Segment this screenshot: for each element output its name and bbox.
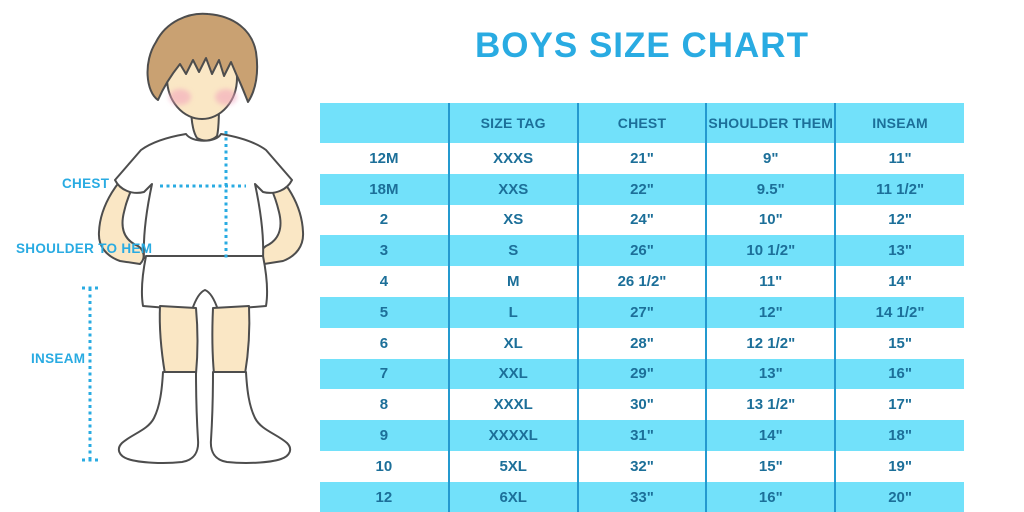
- left-sock-shape: [117, 371, 200, 464]
- cell-shoulder: 11": [705, 266, 836, 297]
- cell-size-tag: XXL: [447, 358, 578, 390]
- cell-size: 7: [320, 358, 449, 390]
- cell-inseam: 18": [834, 420, 964, 451]
- right-cheek: [215, 89, 237, 105]
- column-header-inseam: INSEAM: [834, 103, 964, 143]
- cell-size-tag: XXXXL: [447, 420, 578, 451]
- cell-inseam: 19": [834, 450, 964, 482]
- cell-size: 4: [320, 266, 449, 297]
- cell-inseam: 14": [834, 266, 964, 297]
- chest-label: CHEST: [62, 176, 110, 191]
- table-row: 3 S 26" 10 1/2" 13": [320, 235, 964, 267]
- cell-shoulder: 15": [705, 450, 836, 482]
- cell-chest: 32": [576, 450, 707, 482]
- cell-shoulder: 13 1/2": [705, 389, 836, 421]
- cell-chest: 26": [576, 235, 707, 267]
- cell-shoulder: 9": [705, 143, 836, 174]
- table-row: 9 XXXXL 31" 14" 18": [320, 420, 964, 451]
- cell-shoulder: 12": [705, 296, 836, 328]
- cell-size: 9: [320, 420, 449, 451]
- cell-shoulder: 10": [705, 204, 836, 236]
- table-row: 4 M 26 1/2" 11" 14": [320, 266, 964, 297]
- column-header-chest: CHEST: [576, 103, 707, 143]
- left-cheek: [169, 89, 191, 105]
- cell-shoulder: 9.5": [705, 173, 836, 205]
- cell-inseam: 16": [834, 358, 964, 390]
- cell-size: 12: [320, 481, 449, 512]
- table-row: 2 XS 24" 10" 12": [320, 204, 964, 236]
- cell-chest: 33": [576, 481, 707, 512]
- column-header-size: [320, 103, 449, 143]
- cell-size: 6: [320, 327, 449, 359]
- table-row: 6 XL 28" 12 1/2" 15": [320, 327, 964, 359]
- page-title: BOYS SIZE CHART: [475, 26, 809, 65]
- cell-chest: 22": [576, 173, 707, 205]
- cell-inseam: 11 1/2": [834, 173, 964, 205]
- left-leg-shape: [158, 305, 199, 375]
- hair-shape: [146, 12, 259, 103]
- cell-size-tag: XXXL: [447, 389, 578, 421]
- cell-inseam: 20": [834, 481, 964, 512]
- cell-inseam: 17": [834, 389, 964, 421]
- right-sock-shape: [209, 371, 292, 464]
- cell-size-tag: M: [447, 266, 578, 297]
- table-row: 7 XXL 29" 13" 16": [320, 358, 964, 390]
- cell-shoulder: 14": [705, 420, 836, 451]
- table-row: 18M XXS 22" 9.5" 11 1/2": [320, 173, 964, 205]
- cell-size: 2: [320, 204, 449, 236]
- table-row: 10 5XL 32" 15" 19": [320, 450, 964, 482]
- cell-chest: 27": [576, 296, 707, 328]
- size-table: SIZE TAG CHEST SHOULDER THEM INSEAM 12M …: [320, 103, 964, 512]
- cell-chest: 29": [576, 358, 707, 390]
- cell-chest: 24": [576, 204, 707, 236]
- cell-chest: 28": [576, 327, 707, 359]
- cell-size: 10: [320, 450, 449, 482]
- cell-size: 8: [320, 389, 449, 421]
- cell-inseam: 11": [834, 143, 964, 174]
- cell-shoulder: 12 1/2": [705, 327, 836, 359]
- inseam-label: INSEAM: [31, 351, 86, 366]
- cell-size-tag: L: [447, 296, 578, 328]
- cell-inseam: 14 1/2": [834, 296, 964, 328]
- cell-inseam: 15": [834, 327, 964, 359]
- cell-chest: 21": [576, 143, 707, 174]
- table-row: 12 6XL 33" 16" 20": [320, 481, 964, 512]
- cell-size-tag: XXXS: [447, 143, 578, 174]
- cell-chest: 31": [576, 420, 707, 451]
- cell-size-tag: XL: [447, 327, 578, 359]
- cell-size-tag: 6XL: [447, 481, 578, 512]
- boy-illustration: [82, 12, 305, 464]
- cell-size-tag: XS: [447, 204, 578, 236]
- cell-size-tag: S: [447, 235, 578, 267]
- cell-chest: 26 1/2": [576, 266, 707, 297]
- cell-size: 3: [320, 235, 449, 267]
- cell-inseam: 13": [834, 235, 964, 267]
- cell-shoulder: 13": [705, 358, 836, 390]
- cell-shoulder: 10 1/2": [705, 235, 836, 267]
- cell-size-tag: XXS: [447, 173, 578, 205]
- cell-size: 18M: [320, 173, 449, 205]
- column-header-size-tag: SIZE TAG: [447, 103, 578, 143]
- header-row: SIZE TAG CHEST SHOULDER THEM INSEAM: [320, 103, 964, 143]
- cell-inseam: 12": [834, 204, 964, 236]
- cell-size-tag: 5XL: [447, 450, 578, 482]
- cell-chest: 30": [576, 389, 707, 421]
- shorts-shape: [141, 255, 268, 311]
- table-row: 8 XXXL 30" 13 1/2" 17": [320, 389, 964, 421]
- table-row: 12M XXXS 21" 9" 11": [320, 143, 964, 174]
- shoulder-to-hem-label: SHOULDER TO HEM: [16, 241, 153, 256]
- cell-size: 5: [320, 296, 449, 328]
- column-header-shoulder: SHOULDER THEM: [705, 103, 836, 143]
- right-leg-shape: [211, 305, 251, 375]
- cell-shoulder: 16": [705, 481, 836, 512]
- cell-size: 12M: [320, 143, 449, 174]
- table-row: 5 L 27" 12" 14 1/2": [320, 296, 964, 328]
